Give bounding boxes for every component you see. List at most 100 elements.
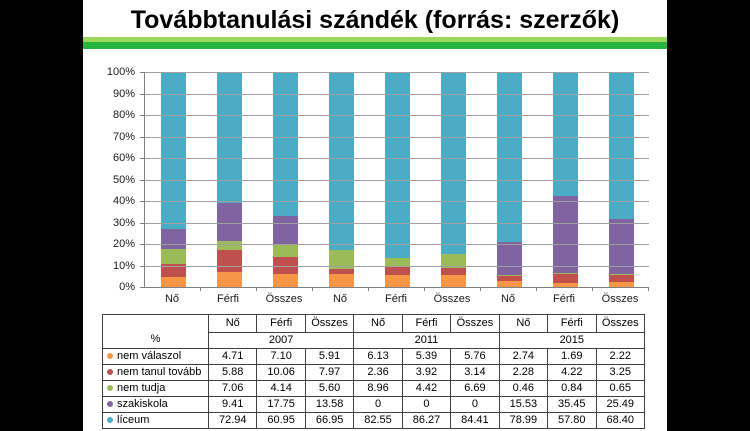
plot-area bbox=[140, 72, 649, 291]
bar-3 bbox=[272, 72, 298, 287]
bar-segment bbox=[552, 196, 578, 273]
year-header: 2011 bbox=[353, 332, 500, 349]
series-label-cell: nem tudja bbox=[102, 380, 209, 397]
bar-segment bbox=[608, 282, 634, 287]
value-cell: 5.39 bbox=[401, 348, 452, 365]
value-cell: 4.71 bbox=[207, 348, 258, 365]
value-cell: 5.91 bbox=[304, 348, 355, 365]
bar-segment bbox=[216, 250, 242, 272]
value-cell: 2.74 bbox=[498, 348, 549, 365]
y-axis-tick bbox=[140, 136, 144, 138]
bar-segment bbox=[160, 249, 186, 265]
bar-segment bbox=[552, 272, 578, 275]
bar-segment bbox=[384, 267, 410, 276]
series-label: nem tudja bbox=[117, 382, 166, 394]
col-header: Férfi bbox=[547, 314, 597, 333]
bar-segment bbox=[608, 275, 634, 283]
value-cell: 60.95 bbox=[256, 412, 306, 429]
table-row: líceum 72.94 60.95 66.95 82.55 86.27 84.41 78.9… bbox=[102, 412, 645, 429]
x-axis-tick bbox=[536, 287, 537, 291]
x-axis-tick bbox=[199, 287, 201, 291]
value-cell: 78.99 bbox=[498, 412, 549, 429]
y-axis-tick bbox=[140, 115, 144, 116]
bar-segment bbox=[608, 219, 634, 274]
y-axis-tick bbox=[140, 179, 144, 181]
bar-segment bbox=[160, 72, 186, 229]
y-axis-tick bbox=[140, 222, 144, 224]
title-divider bbox=[83, 37, 667, 49]
y-axis-labels: 100% 90% 80% 70% 60% 50% 40% 30% 20% 10% 0% bbox=[83, 66, 135, 293]
y-tick-label: 10% bbox=[112, 259, 135, 272]
bar-8 bbox=[552, 72, 578, 287]
gridline bbox=[145, 201, 649, 202]
y-tick-label: 40% bbox=[112, 195, 135, 207]
table-row: nem tudja 7.06 4.14 5.60 8.96 4.42 6.69 0.46 0.8… bbox=[102, 380, 645, 397]
value-cell: 72.94 bbox=[207, 412, 258, 429]
x-category-label: Összes bbox=[433, 293, 471, 305]
y-axis-tick bbox=[140, 72, 144, 73]
value-cell: 25.49 bbox=[595, 396, 645, 413]
x-category-label: Nő bbox=[500, 293, 516, 305]
value-cell: 5.76 bbox=[450, 348, 500, 365]
bar-segment bbox=[160, 276, 186, 287]
bar-segment bbox=[216, 72, 242, 204]
y-axis-tick bbox=[140, 244, 144, 245]
value-cell: 86.27 bbox=[401, 412, 452, 429]
x-category-label: Férfi bbox=[217, 293, 239, 305]
series-marker-icon bbox=[107, 385, 113, 392]
table-row: szakiskola 9.41 17.75 13.58 0 0 0 15.53 35.45 25.… bbox=[102, 396, 645, 413]
x-axis-labels: Nő Férfi Összes Nő Férfi Összes Nő Férfi Összes bbox=[144, 292, 648, 306]
value-cell: 0.84 bbox=[547, 380, 597, 397]
bar-4 bbox=[328, 72, 354, 287]
bar-segment bbox=[272, 245, 298, 258]
value-cell: 3.92 bbox=[401, 364, 452, 381]
col-header: Férfi bbox=[256, 314, 306, 333]
y-tick-label: 70% bbox=[112, 130, 135, 143]
year-header: 2015 bbox=[498, 332, 646, 349]
value-cell: 0.65 bbox=[595, 380, 645, 397]
bar-7 bbox=[496, 72, 522, 287]
bar-segment bbox=[160, 264, 186, 277]
value-cell: 8.96 bbox=[353, 380, 403, 397]
series-label-cell: nem válaszol bbox=[102, 348, 209, 365]
value-cell: 66.95 bbox=[304, 412, 355, 429]
y-axis-tick bbox=[140, 201, 144, 202]
bar-segment bbox=[440, 253, 466, 268]
bar-segment bbox=[216, 203, 242, 242]
x-axis-tick bbox=[424, 287, 425, 291]
divider-dark-stripe bbox=[83, 42, 667, 49]
slide: Továbbtanulási szándék (forrás: szerzők)… bbox=[83, 0, 667, 431]
value-cell: 10.06 bbox=[256, 364, 306, 381]
col-header: Nő bbox=[207, 314, 258, 333]
bar-9 bbox=[608, 72, 634, 287]
bar-segment bbox=[160, 228, 186, 250]
bar-segment bbox=[328, 273, 354, 287]
bar-segment bbox=[328, 268, 354, 274]
y-tick-label: 90% bbox=[112, 87, 135, 100]
table-row: nem tanul tovább 5.88 10.06 7.97 2.36 3.92 3.1… bbox=[102, 364, 645, 381]
bar-segment bbox=[272, 72, 298, 216]
bar-segment bbox=[496, 275, 522, 277]
y-axis-tick bbox=[140, 93, 144, 95]
series-marker-icon bbox=[107, 417, 113, 424]
x-category-label: Összes bbox=[265, 293, 303, 305]
series-label: líceum bbox=[117, 414, 150, 426]
bar-segment bbox=[216, 271, 242, 287]
x-axis-tick bbox=[648, 287, 649, 291]
value-cell: 5.88 bbox=[207, 364, 258, 381]
value-cell: 35.45 bbox=[547, 396, 597, 413]
series-marker-icon bbox=[107, 369, 113, 376]
bar-segment bbox=[496, 281, 522, 287]
year-header: 2007 bbox=[207, 332, 355, 349]
y-tick-label: 60% bbox=[112, 152, 135, 164]
x-axis-tick bbox=[311, 287, 313, 291]
bar-segment bbox=[272, 274, 298, 287]
y-tick-label: 20% bbox=[112, 238, 135, 250]
series-label-cell: nem tanul tovább bbox=[102, 364, 209, 381]
table-row: nem válaszol 4.71 7.10 5.91 6.13 5.39 5.76 2.74… bbox=[102, 348, 645, 365]
bar-segment bbox=[440, 274, 466, 287]
value-cell: 7.97 bbox=[304, 364, 355, 381]
bar-segment bbox=[552, 274, 578, 284]
gridline bbox=[145, 115, 649, 116]
